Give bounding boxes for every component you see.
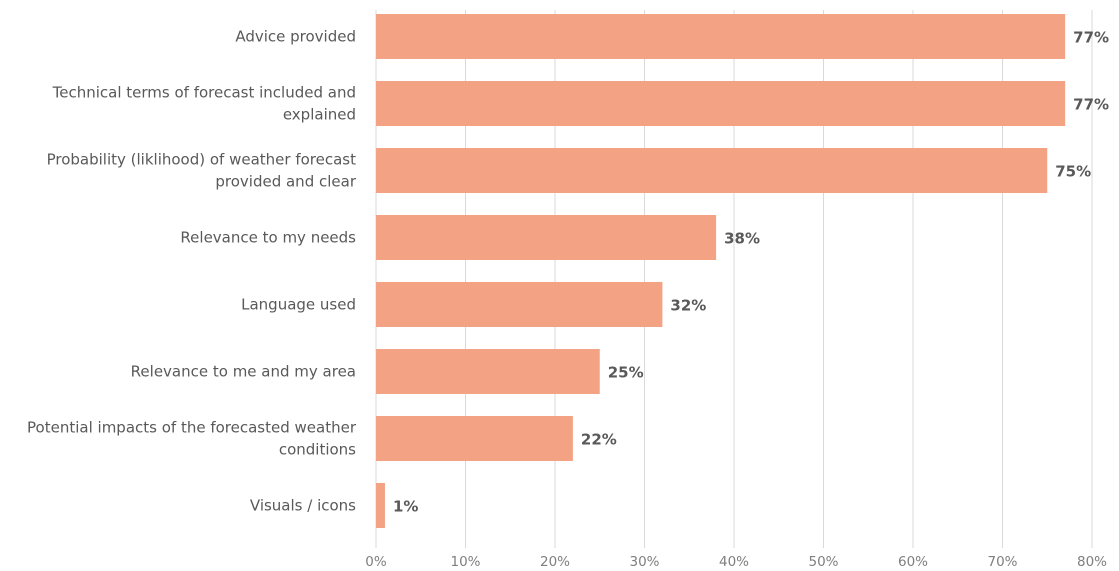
x-tick-label: 50% (808, 554, 838, 570)
category-label-line: provided and clear (215, 173, 356, 191)
x-tick-label: 70% (987, 554, 1017, 570)
bar (376, 416, 573, 461)
category-label: Relevance to me and my area (131, 363, 356, 381)
category-label: Visuals / icons (250, 497, 356, 515)
value-label: 38% (724, 230, 760, 248)
x-tick-label: 80% (1077, 554, 1107, 570)
category-label-line: Relevance to me and my area (131, 363, 356, 381)
category-label: Probability (liklihood) of weather forec… (47, 151, 357, 191)
category-label-line: Visuals / icons (250, 497, 356, 515)
category-label-line: conditions (279, 441, 356, 459)
category-label: Advice provided (235, 28, 356, 46)
category-label-line: Potential impacts of the forecasted weat… (27, 419, 357, 437)
bar (376, 215, 717, 260)
bar (376, 14, 1066, 59)
value-label: 32% (670, 297, 706, 315)
category-label-line: Advice provided (235, 28, 356, 46)
x-tick-label: 0% (365, 554, 387, 570)
category-label: Language used (241, 296, 356, 314)
bar (376, 282, 663, 327)
x-tick-label: 40% (719, 554, 749, 570)
category-labels: Advice provided Technical terms of foreca… (27, 28, 357, 515)
bar (376, 483, 385, 528)
category-label: Potential impacts of the forecasted weat… (27, 419, 357, 459)
category-label-line: explained (283, 106, 356, 124)
value-label: 77% (1073, 29, 1109, 47)
category-label-line: Relevance to my needs (180, 229, 356, 247)
bar (376, 81, 1066, 126)
value-label: 77% (1073, 96, 1109, 114)
value-label: 25% (608, 364, 644, 382)
x-tick-label: 30% (629, 554, 659, 570)
value-label: 1% (393, 498, 418, 516)
value-label: 22% (581, 431, 617, 449)
category-label: Technical terms of forecast included and… (52, 84, 356, 124)
x-tick-label: 10% (450, 554, 480, 570)
category-label-line: Probability (liklihood) of weather forec… (47, 151, 357, 169)
category-label-line: Technical terms of forecast included and (52, 84, 356, 102)
bars (376, 14, 1066, 528)
x-tick-label: 60% (898, 554, 928, 570)
category-label: Relevance to my needs (180, 229, 356, 247)
bar (376, 148, 1048, 193)
x-axis-tick-labels: 0% 10% 20% 30% 40% 50% 60% 70% 80% (365, 554, 1107, 570)
value-label: 75% (1055, 163, 1091, 181)
value-labels: 77% 77% 75% 38% 32% 25% 22% 1% (393, 29, 1109, 516)
bar (376, 349, 600, 394)
x-tick-label: 20% (540, 554, 570, 570)
category-label-line: Language used (241, 296, 356, 314)
